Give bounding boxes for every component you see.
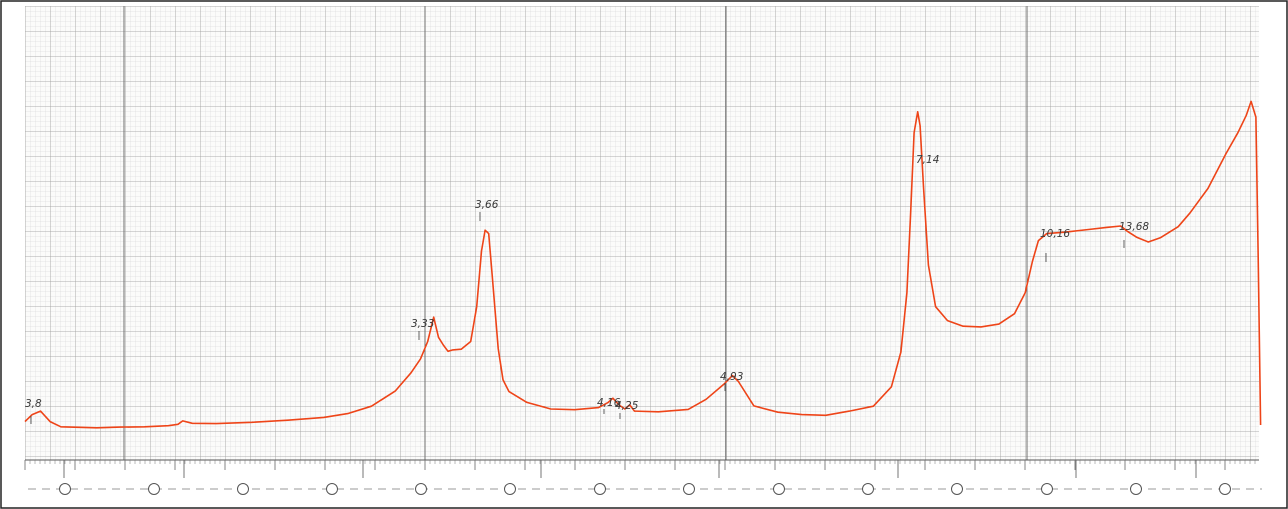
perforation-hole [1041, 483, 1053, 495]
perforation-hole [594, 483, 606, 495]
spectrum-trace [24, 100, 1262, 429]
perforation-hole [1130, 483, 1142, 495]
peak-label: 10,16 [1040, 228, 1070, 240]
peak-label: 7,14 [916, 154, 939, 166]
perforation-hole [862, 483, 874, 495]
major-grid [25, 6, 1259, 460]
perforation-hole [59, 483, 71, 495]
peak-label: 4,93 [720, 371, 743, 383]
peak-labels: 3,8 3,33 3,66 4,16 4,25 4,93 7,14 10,16 … [25, 154, 1149, 424]
peak-label: 3,66 [475, 199, 499, 211]
perforation-row [28, 483, 1262, 495]
bold-grid-lines [123, 6, 1028, 460]
perforation-hole [148, 483, 160, 495]
perforation-hole [951, 483, 963, 495]
peak-label: 3,8 [25, 398, 42, 410]
peak-label: 4,25 [615, 400, 639, 412]
tick-strip [24, 459, 1259, 478]
perforation-hole [415, 483, 427, 495]
perforation-hole [773, 483, 785, 495]
peak-label: 4,16 [597, 397, 621, 409]
perforation-hole [504, 483, 516, 495]
perforation-hole [326, 483, 338, 495]
perforation-hole [237, 483, 249, 495]
perforation-hole [1219, 483, 1231, 495]
peak-label: 3,33 [411, 318, 434, 330]
peak-label: 13,68 [1119, 221, 1149, 233]
perforation-hole [683, 483, 695, 495]
